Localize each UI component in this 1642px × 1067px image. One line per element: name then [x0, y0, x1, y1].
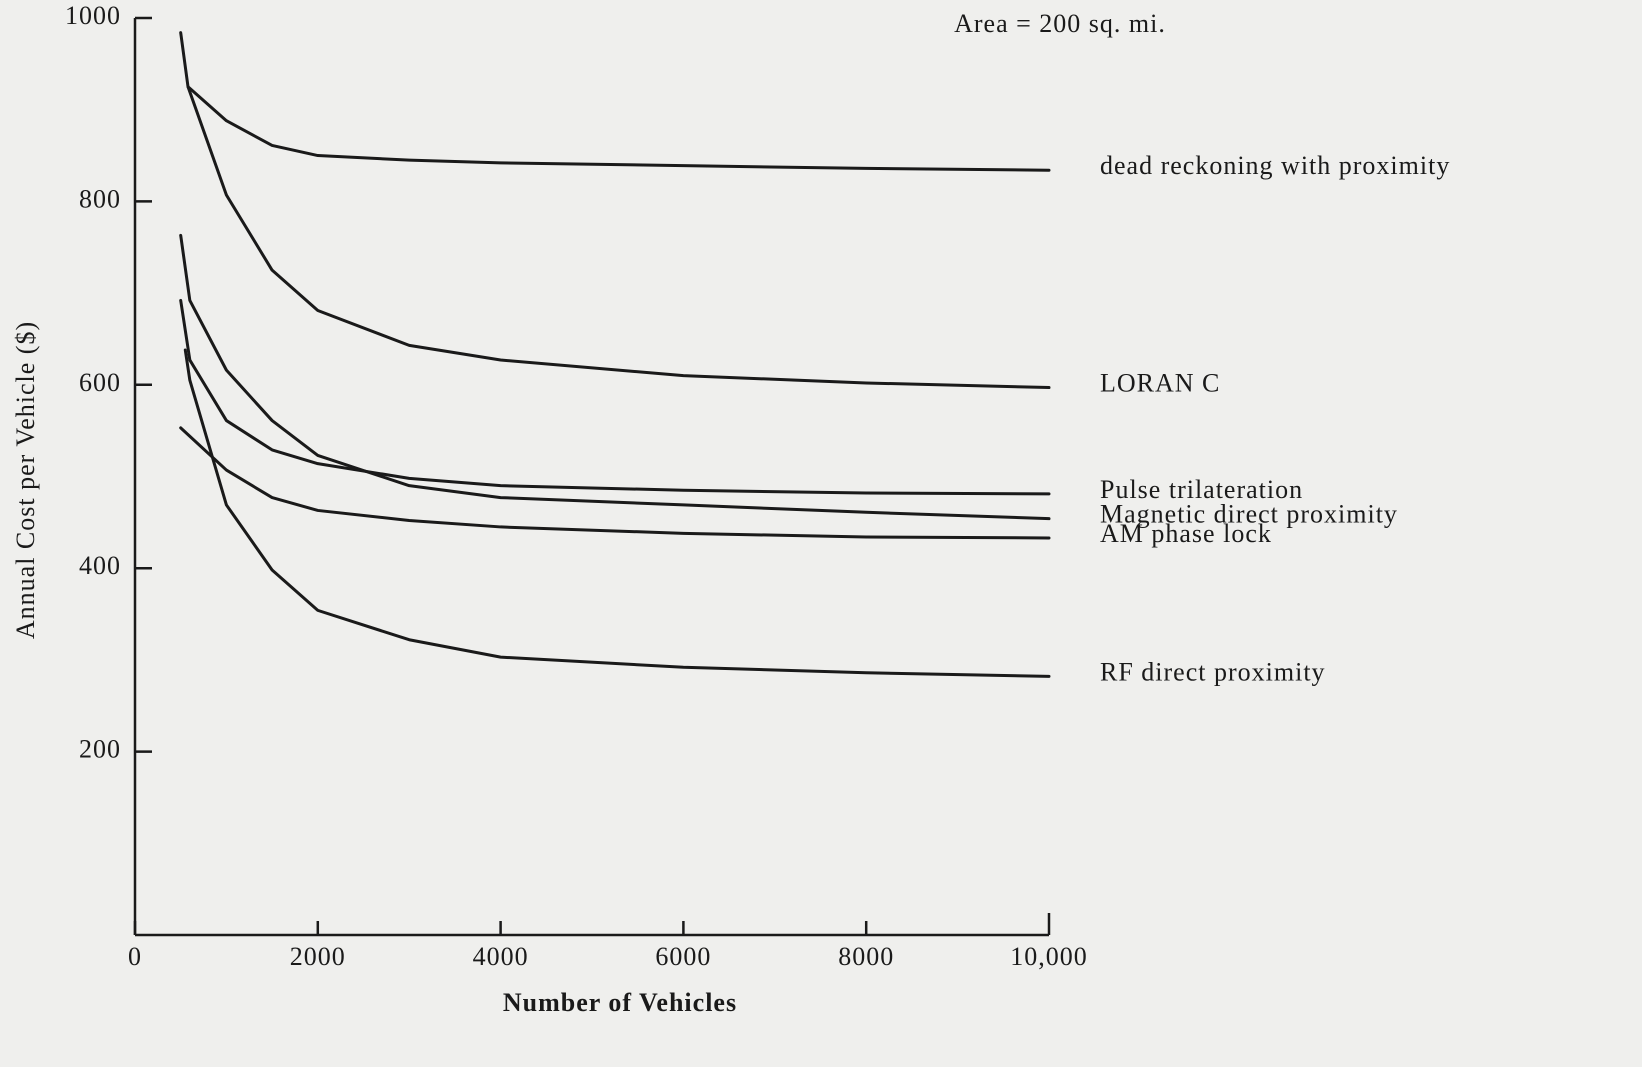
series-label: Magnetic direct proximity [1100, 500, 1398, 529]
series-label: dead reckoning with proximity [1100, 151, 1450, 180]
y-axis-label: Annual Cost per Vehicle ($) [11, 321, 40, 639]
series-line [179, 426, 1051, 540]
series-line [183, 348, 1051, 678]
series-line [179, 298, 1051, 496]
series-line [179, 233, 1051, 521]
y-tick-label: 200 [79, 735, 121, 764]
x-tick-label: 2000 [290, 942, 346, 971]
x-axis-label: Number of Vehicles [503, 988, 737, 1017]
annotation: Area = 200 sq. mi. [954, 9, 1166, 38]
series-label: Pulse trilateration [1100, 475, 1303, 504]
y-tick-label: 1000 [65, 1, 121, 30]
x-tick-label: 8000 [838, 942, 894, 971]
x-tick-label: 10,000 [1010, 942, 1088, 971]
x-tick-label: 4000 [473, 942, 529, 971]
x-tick-label: 6000 [655, 942, 711, 971]
y-tick-label: 400 [79, 551, 121, 580]
series-line [179, 31, 1051, 172]
series-line [186, 85, 1051, 390]
x-tick-label: 0 [128, 942, 142, 971]
series-label: RF direct proximity [1100, 657, 1326, 686]
y-tick-label: 800 [79, 184, 121, 213]
series-label: AM phase lock [1100, 519, 1272, 548]
series-label: LORAN C [1100, 369, 1220, 398]
y-tick-label: 600 [79, 368, 121, 397]
